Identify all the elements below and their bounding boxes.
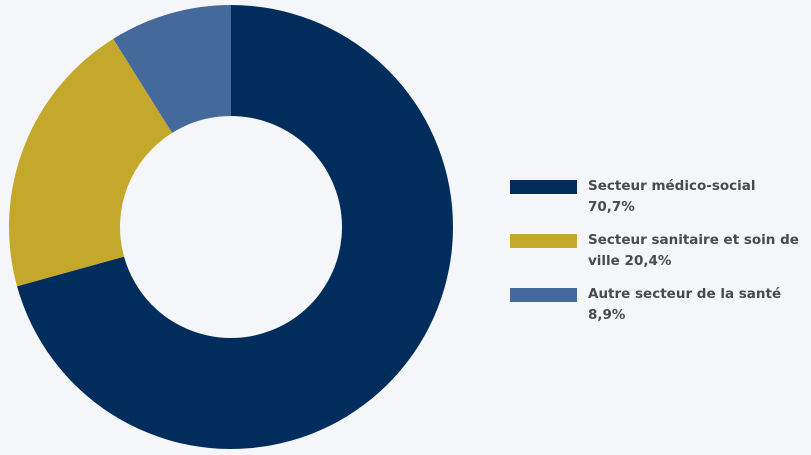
legend-swatch-medico-social	[510, 180, 577, 194]
legend-item-sanitaire[interactable]: Secteur sanitaire et soin de ville 20,4%	[510, 230, 805, 272]
donut-chart	[8, 5, 453, 450]
legend: Secteur médico-social 70,7% Secteur sanit…	[510, 176, 805, 338]
legend-value-autre-sante: 8,9%	[588, 307, 626, 323]
donut-slice-sanitaire[interactable]	[8, 38, 173, 287]
donut-slice-medico-social[interactable]	[17, 5, 453, 450]
legend-swatch-sanitaire	[510, 234, 577, 248]
donut-slice-autre-sante[interactable]	[113, 5, 231, 133]
legend-value-sanitaire: 20,4%	[624, 253, 672, 269]
legend-label-sanitaire: Secteur sanitaire et soin de ville	[588, 232, 799, 269]
legend-label-autre-sante: Autre secteur de la santé	[588, 286, 782, 302]
legend-item-medico-social[interactable]: Secteur médico-social 70,7%	[510, 176, 805, 218]
legend-item-autre-sante[interactable]: Autre secteur de la santé 8,9%	[510, 284, 805, 326]
legend-value-medico-social: 70,7%	[588, 199, 635, 215]
legend-swatch-autre-sante	[510, 288, 577, 302]
legend-label-medico-social: Secteur médico-social	[588, 178, 756, 194]
